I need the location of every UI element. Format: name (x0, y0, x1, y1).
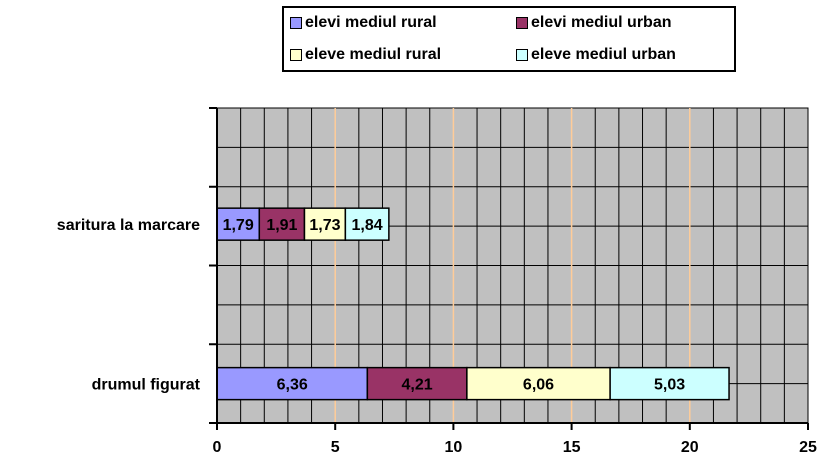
bar-segment (216, 366, 369, 401)
category-label: drumul figurat (92, 377, 201, 394)
legend-swatch-eleve-rural (290, 49, 302, 61)
data-label: 6,06 (523, 377, 554, 394)
data-label: 5,03 (654, 377, 685, 394)
bar-segment (344, 207, 390, 241)
legend-item-elevi-rural: elevi mediul rural (290, 14, 437, 32)
bar-segment (466, 366, 611, 401)
x-tick-label: 25 (799, 439, 817, 456)
bar-segment (609, 366, 730, 401)
legend-swatch-eleve-urban (516, 49, 528, 61)
x-tick-label: 10 (445, 439, 463, 456)
legend-item-eleve-rural: eleve mediul rural (290, 46, 441, 64)
data-label: 4,21 (402, 377, 433, 394)
data-label: 1,91 (266, 217, 297, 234)
data-label: 1,73 (309, 217, 340, 234)
legend-item-elevi-urban: elevi mediul urban (516, 14, 671, 32)
category-label: saritura la marcare (57, 217, 200, 234)
legend-item-eleve-urban: eleve mediul urban (516, 46, 676, 64)
bars: 1,79 1,91 1,73 1,84 6,36 4,21 6,06 5,03 (216, 207, 730, 401)
legend-swatch-elevi-rural (290, 17, 302, 29)
data-label: 1,79 (223, 217, 254, 234)
legend-swatch-elevi-urban (516, 17, 528, 29)
legend: elevi mediul rural elevi mediul urban el… (282, 6, 736, 72)
x-tick-label: 5 (331, 439, 340, 456)
bar-segment (303, 207, 347, 241)
legend-label: eleve mediul urban (531, 46, 676, 63)
x-tick-label: 15 (563, 439, 581, 456)
axes: saritura la marcare drumul figurat 0 5 10 15 2… (57, 107, 817, 456)
x-tick-label: 20 (681, 439, 699, 456)
bar-segment (216, 207, 261, 241)
legend-label: eleve mediul rural (305, 46, 442, 63)
bar-segment (258, 207, 306, 241)
legend-label: elevi mediul rural (305, 14, 437, 31)
x-tick-label: 0 (213, 439, 222, 456)
data-label: 6,36 (277, 377, 308, 394)
data-label: 1,84 (352, 217, 383, 234)
legend-label: elevi mediul urban (531, 14, 672, 31)
